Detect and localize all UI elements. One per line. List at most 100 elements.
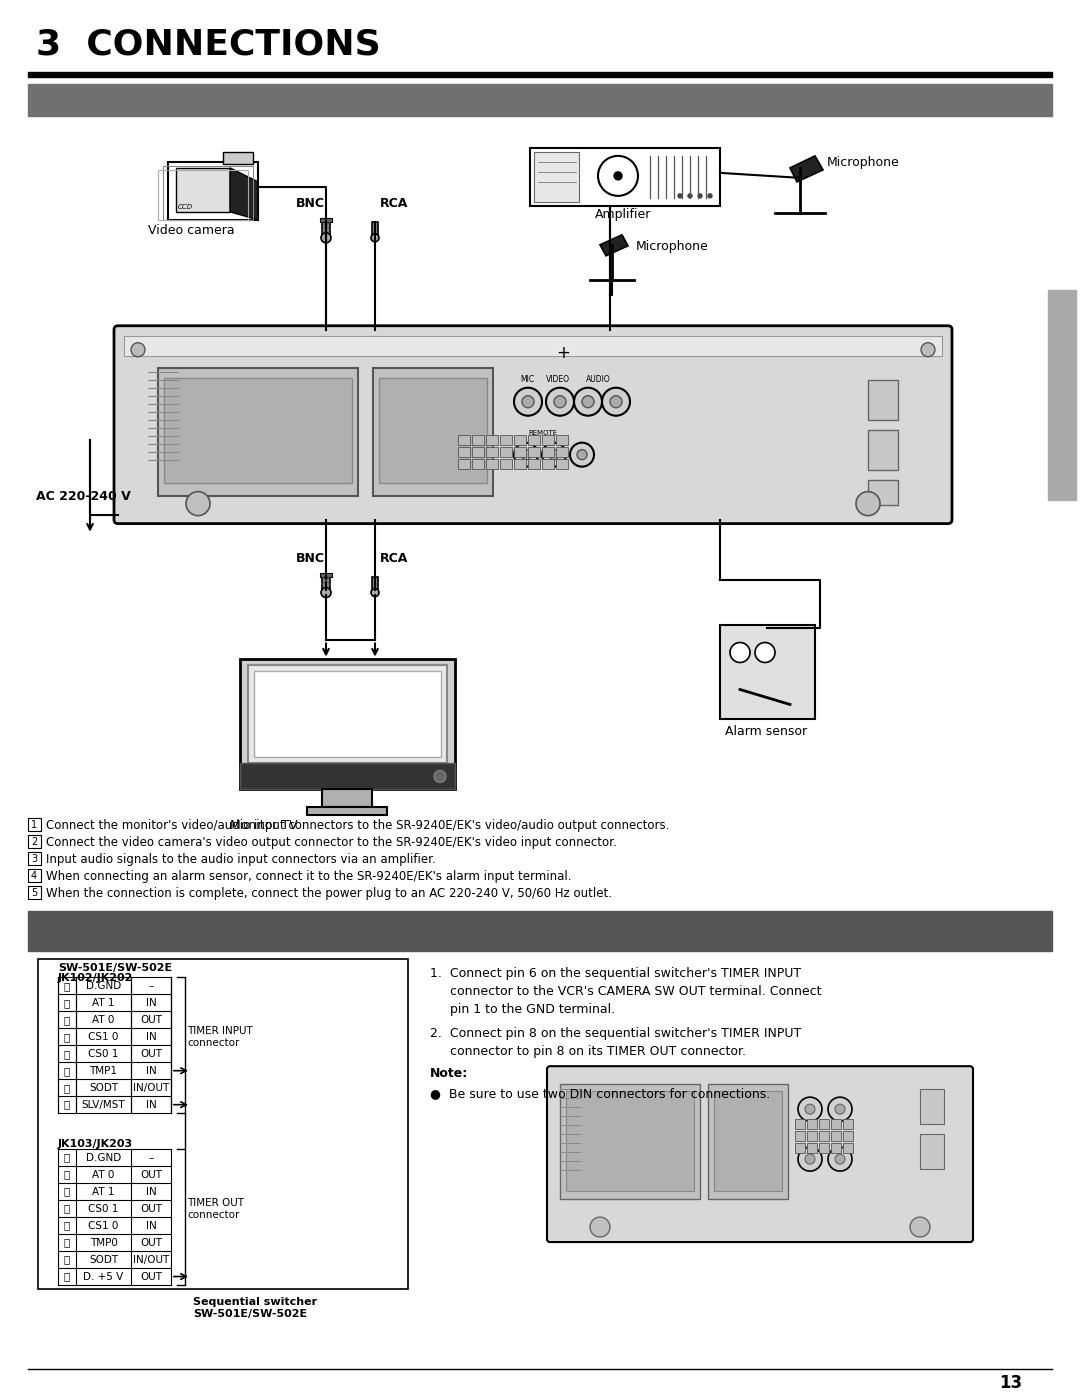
Bar [920,1090,944,1125]
Text: IN: IN [146,1032,157,1042]
Circle shape [708,194,712,198]
Text: Connect the video camera's video output connector to the SR-9240E/EK's video inp: Connect the video camera's video output … [46,837,617,849]
Bar [500,434,512,444]
Bar [1048,289,1076,500]
Text: MIC: MIC [519,374,535,384]
Text: BNC: BNC [296,552,325,564]
Bar [807,1119,816,1129]
Bar [843,1143,853,1153]
Circle shape [835,1154,845,1164]
Text: OUT: OUT [140,1169,162,1179]
Text: CS0 1: CS0 1 [89,1049,119,1059]
Text: 5: 5 [31,888,37,898]
Text: AT 0: AT 0 [92,1169,114,1179]
Circle shape [131,342,145,356]
Text: AT 1: AT 1 [92,997,114,1007]
Bar [528,434,540,444]
Bar [528,458,540,468]
Text: ⓘ: ⓘ [64,1099,70,1109]
Text: 3-1  Connecting to a Camera: 3-1 Connecting to a Camera [44,88,332,106]
Bar [566,1091,694,1192]
Bar [38,960,408,1289]
Text: OUT: OUT [140,1204,162,1214]
Bar [379,377,487,482]
Circle shape [514,443,538,467]
Text: 4: 4 [31,870,37,882]
Bar [458,447,470,457]
Text: SW-501E/SW-502E: SW-501E/SW-502E [58,964,172,974]
Circle shape [542,443,566,467]
Bar [28,852,41,865]
Bar [307,807,387,816]
Bar [158,367,357,496]
Text: ⓘ: ⓘ [64,1221,70,1231]
Text: Input audio signals to the audio input connectors via an amplifier.: Input audio signals to the audio input c… [46,854,435,866]
Text: 2.  Connect pin 8 on the sequential switcher's TIMER INPUT
     connector to pin: 2. Connect pin 8 on the sequential switc… [430,1027,801,1058]
Bar [514,447,526,457]
Circle shape [577,450,588,460]
Text: ⓘ: ⓘ [64,1032,70,1042]
Bar [124,335,942,356]
Text: 1.  Connect pin 6 on the sequential switcher's TIMER INPUT
     connector to the: 1. Connect pin 6 on the sequential switc… [430,967,822,1016]
Bar [708,1084,788,1199]
Bar [920,1134,944,1169]
Bar [556,434,568,444]
Bar [542,434,554,444]
Text: 3  CONNECTIONS: 3 CONNECTIONS [36,28,381,61]
Bar [373,367,492,496]
Text: –: – [148,981,153,990]
Bar [320,573,332,577]
Bar [514,434,526,444]
Text: TMP1: TMP1 [90,1066,118,1076]
Text: Microphone: Microphone [827,156,900,169]
Text: IN: IN [146,1099,157,1109]
Text: RCA: RCA [380,552,408,564]
Bar [28,71,1052,77]
Text: CONNECTION TO THE SW-501E/SW-502E SEQUENTIAL SWITCHER: CONNECTION TO THE SW-501E/SW-502E SEQUEN… [188,918,892,936]
Text: IN: IN [146,1186,157,1197]
Text: ⓘ: ⓘ [64,1204,70,1214]
Bar [176,168,230,212]
FancyBboxPatch shape [546,1066,973,1242]
Text: TMP0: TMP0 [90,1238,118,1248]
Circle shape [698,194,702,198]
Text: When the connection is complete, connect the power plug to an AC 220-240 V, 50/6: When the connection is complete, connect… [46,887,612,900]
Circle shape [678,194,681,198]
Bar [28,869,41,883]
Text: CS1 0: CS1 0 [89,1032,119,1042]
Text: 2: 2 [31,837,37,847]
Text: ⓘ: ⓘ [64,997,70,1007]
Text: ●  Be sure to use two DIN connectors for connections.: ● Be sure to use two DIN connectors for … [430,1087,770,1101]
Bar [561,1084,700,1199]
Bar [807,1132,816,1141]
Circle shape [570,443,594,467]
Bar [164,377,352,482]
Text: CCD: CCD [178,204,193,210]
Text: When connecting an alarm sensor, connect it to the SR-9240E/EK's alarm input ter: When connecting an alarm sensor, connect… [46,870,571,883]
Bar [158,170,248,219]
Bar [868,380,897,419]
Bar [556,447,568,457]
Text: 13: 13 [999,1375,1022,1391]
Text: Monitor TV: Monitor TV [230,820,298,833]
Bar [168,162,258,219]
Bar [372,222,378,237]
Bar [28,886,41,900]
Circle shape [805,1154,815,1164]
Text: OUT: OUT [140,1014,162,1025]
Text: ⓘ: ⓘ [64,1153,70,1162]
Bar [819,1132,829,1141]
Bar [556,458,568,468]
Circle shape [522,395,534,408]
Circle shape [598,156,638,196]
Text: BNC: BNC [296,197,325,210]
Text: IN: IN [146,997,157,1007]
Bar [458,434,470,444]
Bar [819,1119,829,1129]
Bar [486,458,498,468]
Text: ⓘ: ⓘ [64,1271,70,1281]
Bar [514,458,526,468]
Bar [714,1091,782,1192]
Bar [163,166,253,219]
Bar [322,219,330,237]
